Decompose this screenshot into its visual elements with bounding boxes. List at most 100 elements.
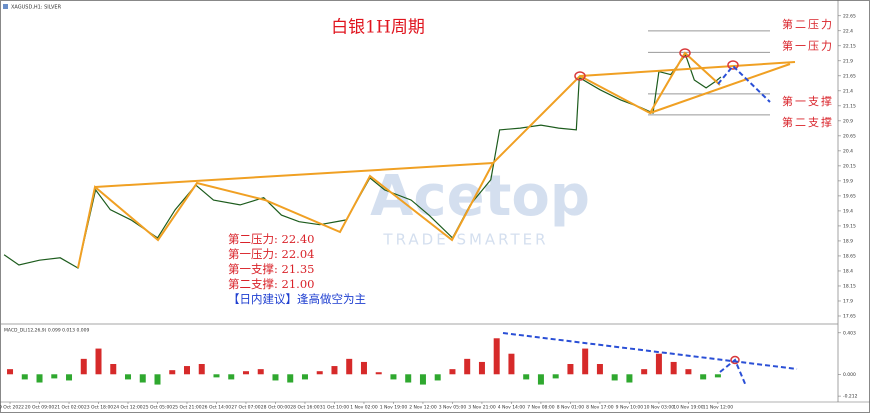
macd-bar	[405, 374, 412, 383]
x-tick-label: 8 Nov 01:00	[557, 405, 585, 411]
macd-bar	[154, 374, 161, 385]
x-tick-label: 1 Nov 19:00	[380, 405, 408, 411]
x-tick-label: 31 Oct 10:00	[320, 405, 349, 411]
macd-bar	[316, 371, 323, 375]
macd-trend	[502, 332, 798, 370]
y-tick-label: 19.65	[843, 193, 856, 199]
x-tick-label: 27 Oct 07:00	[231, 405, 260, 411]
watermark: Acetop	[370, 164, 590, 229]
level-note: 第一支撑: 21.35	[228, 262, 314, 276]
y-tick-label: 20.65	[843, 133, 856, 139]
macd-bar	[139, 374, 146, 383]
chart-title: 白银1H周期	[331, 18, 425, 38]
y-tick-label: 22.15	[843, 43, 856, 49]
y-tick-label: 18.9	[843, 238, 853, 244]
macd-bar	[346, 358, 353, 375]
macd-title: MACD_DL(12,26,9) 0.099 0.013 0.009	[4, 328, 89, 334]
macd-bar	[301, 374, 308, 380]
forecast-lines	[502, 64, 798, 387]
level-note: 第二压力: 22.40	[228, 232, 314, 246]
macd-bar	[331, 366, 338, 375]
y-tick-label: 17.9	[843, 298, 853, 304]
macd-bar	[582, 348, 589, 375]
y-tick-label: 17.65	[843, 313, 856, 319]
x-tick-label: 23 Oct 18:00	[84, 405, 113, 411]
x-tick-label: 4 Nov 14:00	[498, 405, 526, 411]
upper-trend	[579, 61, 796, 77]
macd-bar	[537, 374, 544, 385]
macd-bar	[95, 348, 102, 375]
level-label: 第二压力	[782, 17, 834, 31]
level-note: 第一压力: 22.04	[228, 247, 314, 261]
x-tick-label: 21 Oct 02:00	[54, 405, 83, 411]
y-tick-label: 18.15	[843, 283, 856, 289]
marker-circle	[574, 71, 586, 81]
macd-bar	[493, 338, 500, 375]
macd-bar	[478, 361, 485, 375]
y-tick-label: 21.9	[843, 58, 853, 64]
x-tick-label: 7 Nov 08:00	[527, 405, 555, 411]
markers	[574, 48, 740, 365]
x-tick-label: 3 Nov 05:00	[439, 405, 467, 411]
x-tick-label: 11 Nov 12:00	[703, 405, 733, 411]
marker-circle	[679, 48, 691, 58]
macd-forecast	[719, 358, 747, 387]
macd-bar	[51, 374, 58, 379]
macd-bar	[7, 369, 14, 375]
macd-bar	[360, 361, 367, 375]
level-note: 第二支撑: 21.00	[228, 277, 314, 291]
macd-bar	[183, 366, 190, 375]
y-tick-label: -0.212	[843, 394, 858, 400]
y-tick-label: 20.4	[843, 148, 853, 154]
lower-trend	[649, 63, 791, 114]
x-tick-label: 25 Oct 05:00	[143, 405, 172, 411]
x-tick-label: 28 Oct 16:00	[290, 405, 319, 411]
macd-bar	[700, 374, 707, 380]
macd-bar	[449, 369, 456, 375]
macd-bar	[685, 369, 692, 375]
x-tick-label: 1 Nov 02:00	[350, 405, 378, 411]
macd-bar	[508, 353, 515, 375]
macd-bar	[213, 374, 220, 378]
macd-bar	[641, 369, 648, 375]
advice: 【日内建议】逢高做空为主	[228, 292, 366, 306]
macd-bar	[567, 364, 574, 375]
y-tick-label: 21.65	[843, 73, 856, 79]
macd-bar	[125, 374, 132, 380]
x-tick-label: 8 Nov 17:00	[586, 405, 614, 411]
macd-bar	[655, 353, 662, 375]
pattern-lines	[77, 51, 796, 269]
macd-bar	[714, 374, 721, 378]
y-tick-label: 19.15	[843, 223, 856, 229]
x-tick-label: 3 Nov 21:00	[468, 405, 496, 411]
macd-bar	[21, 374, 28, 380]
macd-bar	[375, 372, 382, 375]
x-tick-label: 10 Nov 19:00	[673, 405, 703, 411]
y-tick-label: 22.4	[843, 28, 853, 34]
macd-bar	[596, 364, 603, 375]
macd-bar	[169, 370, 176, 375]
macd-bar	[523, 374, 530, 380]
macd-bar	[272, 374, 279, 381]
macd-bar	[419, 374, 426, 385]
x-tick-label: 25 Oct 21:00	[172, 405, 201, 411]
x-tick-label: 20 Oct 09:00	[25, 405, 54, 411]
x-tick-label: 2 Nov 12:00	[409, 405, 437, 411]
symbol-label: XAGUSD,H1: SILVER	[11, 5, 62, 11]
y-tick-label: 22.65	[843, 13, 856, 19]
y-tick-label: 20.15	[843, 163, 856, 169]
y-tick-label: 21.4	[843, 88, 853, 94]
x-tick-label: 24 Oct 12:00	[113, 405, 142, 411]
macd-bar	[66, 374, 73, 381]
x-tick-label: 28 Oct 00:00	[261, 405, 290, 411]
x-tick-label: 10 Nov 03:00	[644, 405, 674, 411]
y-tick-label: 18.65	[843, 253, 856, 259]
level-label: 第一支撑	[782, 94, 834, 108]
y-tick-label: 21.15	[843, 103, 856, 109]
y-tick-label: 19.4	[843, 208, 853, 214]
neckline	[94, 162, 494, 188]
macd-bar	[80, 358, 87, 375]
x-tick-label: 26 Oct 14:00	[202, 405, 231, 411]
